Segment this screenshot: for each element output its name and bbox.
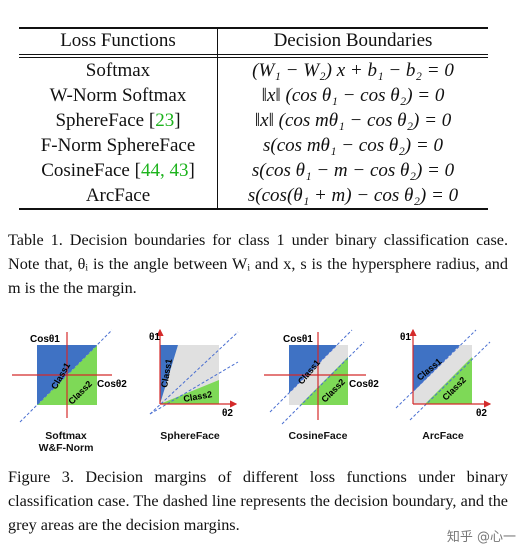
decision-boundary-line-1 <box>269 329 353 413</box>
decision-boundary-line-1 <box>149 331 239 415</box>
cosineface-panel-label: CosineFace <box>288 430 348 442</box>
loss-name: SphereFace [23] <box>55 110 181 131</box>
decision-boundary: ‖x‖ (cos θ₁ − cos θ₂) = 0 <box>261 85 445 106</box>
x-axis-label: Cosθ2 <box>97 379 127 390</box>
citation-link[interactable]: 23 <box>155 110 175 131</box>
loss-name: W-Norm Softmax <box>49 85 187 106</box>
class2-region <box>425 357 472 404</box>
table-header-loss: Loss Functions <box>60 30 176 51</box>
cosineface-panel: Cosθ1 Cosθ2 Class1 Class2 <box>264 329 379 425</box>
y-axis-label: θ1 <box>400 332 411 343</box>
table-row: CosineFace [44, 43] s(cos θ₁ − m − cos θ… <box>19 158 488 183</box>
table-row: F-Norm SphereFace s(cos mθ₁ − cos θ₂) = … <box>19 133 488 158</box>
decision-boundary-line <box>19 329 113 423</box>
watermark: 知乎 @心一 <box>446 530 516 545</box>
decision-boundary: s(cos mθ₁ − cos θ₂) = 0 <box>263 135 443 156</box>
softmax-panel: Cosθ1 Cosθ2 Class1 Class2 <box>12 329 127 423</box>
figure-svg: Cosθ1 Cosθ2 Class1 Class2 θ1 θ2 Class1 C… <box>12 328 492 425</box>
y-axis-label: Cosθ1 <box>283 334 313 345</box>
x-axis-label: Cosθ2 <box>349 379 379 390</box>
table-row: ArcFace s(cos(θ₁ + m) − cos θ₂) = 0 <box>19 183 488 208</box>
class2-region <box>160 380 219 404</box>
table-column-divider <box>217 27 218 209</box>
decision-boundary: s(cos(θ₁ + m) − cos θ₂) = 0 <box>247 185 459 206</box>
table-caption: Table 1. Decision boundaries for class 1… <box>8 231 508 297</box>
decision-boundary-line-2 <box>409 341 491 421</box>
table-row: Softmax (W₁ − W₂) x + b₁ − b₂ = 0 <box>19 58 488 83</box>
sphereface-panel-label: SphereFace <box>160 430 220 442</box>
decision-boundary-line-1 <box>395 329 477 409</box>
x-axis-label: θ2 <box>222 408 233 419</box>
y-axis-label: θ1 <box>149 332 160 343</box>
loss-name: ArcFace <box>85 185 151 206</box>
table-header-rule-2 <box>19 57 488 58</box>
table-row: SphereFace [23] ‖x‖ (cos mθ₁ − cos θ₂) =… <box>19 108 488 133</box>
table-bottom-rule <box>19 208 488 210</box>
class2-region <box>300 357 348 405</box>
decision-boundary-line-2 <box>281 341 365 425</box>
decision-margins-figure: Cosθ1 Cosθ2 Class1 Class2 θ1 θ2 Class1 C… <box>0 318 530 456</box>
table-row: W-Norm Softmax ‖x‖ (cos θ₁ − cos θ₂) = 0 <box>19 83 488 108</box>
decision-boundary-line-2 <box>149 361 239 415</box>
class1-region <box>160 345 178 404</box>
figure-caption: Figure 3. Decision margins of different … <box>8 468 508 534</box>
class2-label: Class2 <box>183 389 213 404</box>
class1-label: Class1 <box>159 358 174 388</box>
loss-name: CosineFace [44, 43] <box>41 160 195 181</box>
table-top-rule <box>19 27 488 29</box>
sphereface-panel: θ1 θ2 Class1 Class2 <box>149 328 239 419</box>
decision-boundary: (W₁ − W₂) x + b₁ − b₂ = 0 <box>252 60 454 81</box>
table-header-boundary: Decision Boundaries <box>273 30 433 51</box>
arcface-panel-label: ArcFace <box>422 430 464 442</box>
x-axis-label: θ2 <box>476 408 487 419</box>
y-axis-label: Cosθ1 <box>30 334 60 345</box>
citation-link[interactable]: 44, 43 <box>140 160 189 181</box>
decision-boundary: s(cos θ₁ − m − cos θ₂) = 0 <box>251 160 455 181</box>
loss-name: Softmax <box>85 60 151 81</box>
softmax-panel-label: Softmax W&F-Norm <box>38 430 94 454</box>
loss-name: F-Norm SphereFace <box>40 135 196 156</box>
table-header-rule <box>19 54 488 55</box>
decision-boundary: ‖x‖ (cos mθ₁ − cos θ₂) = 0 <box>254 110 452 131</box>
arcface-panel: θ1 θ2 Class1 Class2 <box>395 328 492 421</box>
